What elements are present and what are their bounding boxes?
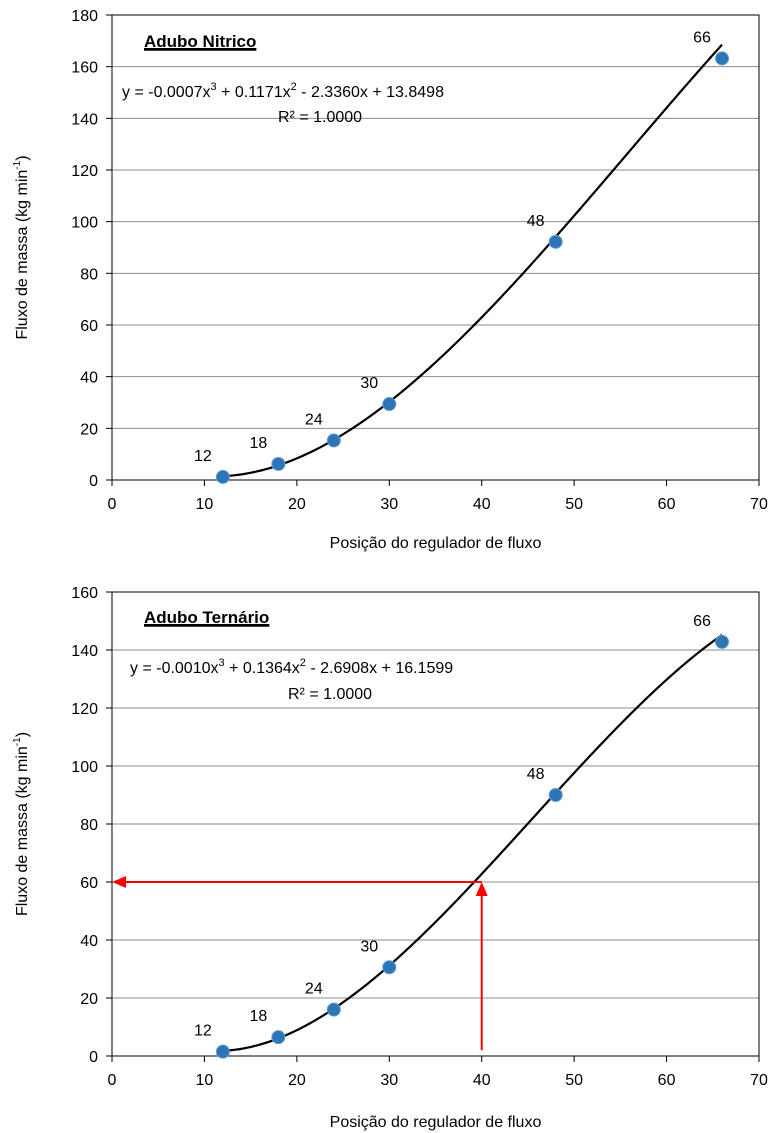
chart-svg: 0 20 40 60 80 100 120 140 160 0 10 20 30 40 50 60 70 12 18… bbox=[12, 585, 768, 1131]
arrow-head bbox=[112, 876, 126, 888]
x-axis-label: Posição do regulador de fluxo bbox=[330, 535, 542, 552]
x-tick-label: 70 bbox=[750, 1072, 768, 1089]
chart-svg: 0 20 40 60 80 100 120 140 160 180 0 10 20 30 40 50 60 70 1… bbox=[12, 8, 768, 552]
x-tick-label: 0 bbox=[108, 1072, 117, 1089]
r-squared: R² = 1.0000 bbox=[288, 686, 372, 703]
x-tick-label: 50 bbox=[565, 496, 583, 513]
y-tick-label: 160 bbox=[71, 585, 98, 602]
arrow-head bbox=[475, 882, 488, 896]
x-tick-label: 0 bbox=[108, 496, 117, 513]
y-tick-label: 40 bbox=[80, 933, 98, 950]
data-point bbox=[548, 788, 563, 802]
chart-adubo-nitrico: 0 20 40 60 80 100 120 140 160 180 0 10 20 30 40 50 60 70 1… bbox=[0, 0, 772, 566]
data-point-label: 12 bbox=[194, 1023, 212, 1040]
trendline-curve bbox=[222, 633, 723, 1052]
data-point-label: 48 bbox=[527, 766, 545, 783]
x-tick-label: 50 bbox=[565, 1072, 583, 1089]
y-axis-label: Fluxo de massa (kg min-1) bbox=[12, 732, 31, 916]
data-point-label: 30 bbox=[360, 375, 378, 392]
chart-title: Adubo Nitrico bbox=[144, 32, 256, 51]
y-tick-label: 0 bbox=[89, 1049, 98, 1066]
data-point bbox=[715, 634, 730, 649]
data-point bbox=[271, 456, 286, 471]
y-tick-label: 20 bbox=[80, 991, 98, 1008]
y-tick-label: 120 bbox=[71, 701, 98, 718]
y-tick-label: 60 bbox=[80, 875, 98, 892]
x-tick-label: 10 bbox=[196, 1072, 214, 1089]
data-point-label: 24 bbox=[305, 411, 323, 428]
chart-title: Adubo Ternário bbox=[144, 608, 269, 627]
data-point bbox=[326, 433, 341, 448]
y-tick-label: 140 bbox=[71, 643, 98, 660]
data-point bbox=[382, 960, 397, 975]
plot-border bbox=[111, 591, 760, 1057]
data-point-label: 24 bbox=[305, 981, 323, 998]
x-tick-label: 60 bbox=[658, 1072, 676, 1089]
y-axis-label: Fluxo de massa (kg min-1) bbox=[12, 155, 31, 339]
x-tick-label: 70 bbox=[750, 496, 768, 513]
chart-adubo-ternario: 0 20 40 60 80 100 120 140 160 0 10 20 30 40 50 60 70 12 18… bbox=[0, 567, 772, 1133]
y-tick-label: 100 bbox=[71, 215, 98, 232]
y-tick-label: 60 bbox=[80, 318, 98, 335]
y-tick-label: 80 bbox=[80, 266, 98, 283]
data-point bbox=[382, 397, 397, 412]
x-tick-label: 40 bbox=[473, 1072, 491, 1089]
data-point bbox=[271, 1030, 286, 1045]
x-tick-label: 20 bbox=[288, 1072, 306, 1089]
data-point-label: 30 bbox=[360, 938, 378, 955]
y-tick-label: 0 bbox=[89, 473, 98, 490]
trendline-curve bbox=[222, 43, 723, 478]
data-point-label: 66 bbox=[693, 29, 711, 46]
y-tick-label: 180 bbox=[71, 8, 98, 25]
x-axis-label: Posição do regulador de fluxo bbox=[330, 1114, 542, 1131]
y-tick-label: 20 bbox=[80, 421, 98, 438]
data-point-label: 18 bbox=[249, 1008, 267, 1025]
data-point bbox=[326, 1002, 341, 1017]
data-point bbox=[715, 51, 730, 66]
data-point-label: 12 bbox=[194, 448, 212, 465]
plot-border bbox=[111, 14, 760, 481]
x-tick-label: 30 bbox=[380, 496, 398, 513]
data-point bbox=[548, 234, 563, 249]
y-tick-label: 160 bbox=[71, 60, 98, 77]
x-tick-label: 10 bbox=[196, 496, 214, 513]
y-tick-label: 80 bbox=[80, 817, 98, 834]
data-point bbox=[215, 1044, 230, 1059]
data-point-label: 18 bbox=[249, 435, 267, 452]
x-tick-label: 20 bbox=[288, 496, 306, 513]
y-tick-label: 120 bbox=[71, 163, 98, 180]
data-point bbox=[215, 469, 230, 484]
y-tick-label: 100 bbox=[71, 759, 98, 776]
data-point-label: 48 bbox=[527, 213, 545, 230]
data-point-label: 66 bbox=[693, 613, 711, 630]
x-tick-label: 30 bbox=[380, 1072, 398, 1089]
trendline-equation: y = -0.0010x3 + 0.1364x2 - 2.6908x + 16.… bbox=[130, 657, 453, 677]
y-tick-label: 140 bbox=[71, 111, 98, 128]
y-tick-label: 40 bbox=[80, 370, 98, 387]
r-squared: R² = 1.0000 bbox=[278, 109, 362, 126]
x-tick-label: 60 bbox=[658, 496, 676, 513]
trendline-equation: y = -0.0007x3 + 0.1171x2 - 2.3360x + 13.… bbox=[122, 81, 444, 101]
x-tick-label: 40 bbox=[473, 496, 491, 513]
